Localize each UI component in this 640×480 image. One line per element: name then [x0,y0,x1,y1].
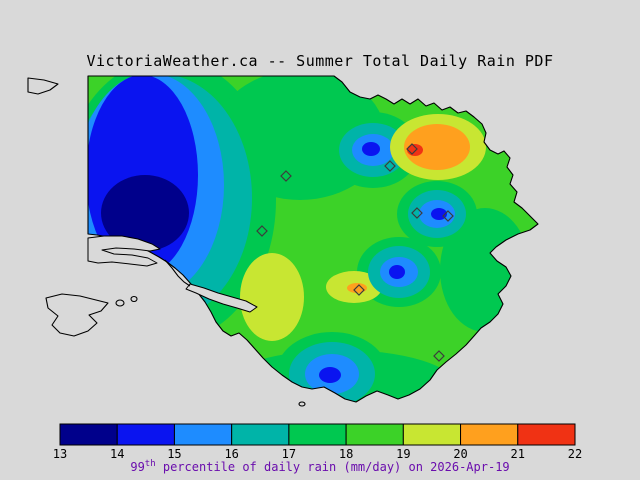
colorbar-caption: 99th percentile of daily rain (mm/day) o… [130,459,509,474]
colorbar-tick-label: 16 [224,447,238,461]
station-marker-icon [280,170,292,182]
colorbar-tick-label: 19 [396,447,410,461]
colorbar-cell [288,423,347,446]
caption-base: 99 [130,460,144,474]
station-marker-icon [406,143,418,155]
southwest-landmass [45,293,109,337]
inlet-channels [87,235,258,313]
colorbar-tick-label: 13 [53,447,67,461]
colorbar-tick-label: 14 [110,447,124,461]
colorbar-tick-labels: 13 14 15 16 17 18 19 20 21 22 [53,447,582,461]
outside-landmasses [27,77,306,407]
river-line [164,259,191,287]
colorbar-tick-label: 22 [568,447,582,461]
contour-low-east [408,190,466,238]
station-marker-icon [353,284,365,296]
harbour-channel [185,283,258,313]
colorbar-tick-label: 20 [453,447,467,461]
colorbar-cell [116,423,175,446]
station-marker-icon [411,207,423,219]
station-marker-icon [256,225,268,237]
colorbar-cells [59,423,576,446]
contour-maximum-northeast [390,114,486,180]
contour-level-19-center [240,253,382,341]
colorbar-tick-label: 21 [511,447,525,461]
colorbar-cell [402,423,462,446]
caption-superscript: th [145,459,156,469]
colorbar-cell [59,423,118,446]
colorbar-tick-label: 15 [167,447,181,461]
station-markers [256,143,454,362]
west-inlet [87,235,161,267]
small-island [298,401,306,407]
station-marker-icon [433,350,445,362]
colorbar: 13 14 15 16 17 18 19 20 21 22 [53,423,582,461]
coastline [87,75,539,403]
station-marker-icon [442,210,454,222]
colorbar-tick-label: 17 [282,447,296,461]
northwest-corner-land [27,77,59,95]
colorbar-cell [517,423,576,446]
caption-rest: percentile of daily rain (mm/day) on 202… [156,460,510,474]
rain-contour-field [88,76,538,402]
station-marker-icon [384,160,396,172]
colorbar-cell [345,423,404,446]
colorbar-cell [231,423,290,446]
colorbar-tick-label: 18 [339,447,353,461]
colorbar-cell [173,423,233,446]
colorbar-cell [460,423,519,446]
map-title: VictoriaWeather.ca -- Summer Total Daily… [86,52,553,70]
small-island [130,295,138,303]
contour-low-north-center [339,123,407,177]
small-island [115,299,125,307]
contour-low-center-east [368,246,430,298]
